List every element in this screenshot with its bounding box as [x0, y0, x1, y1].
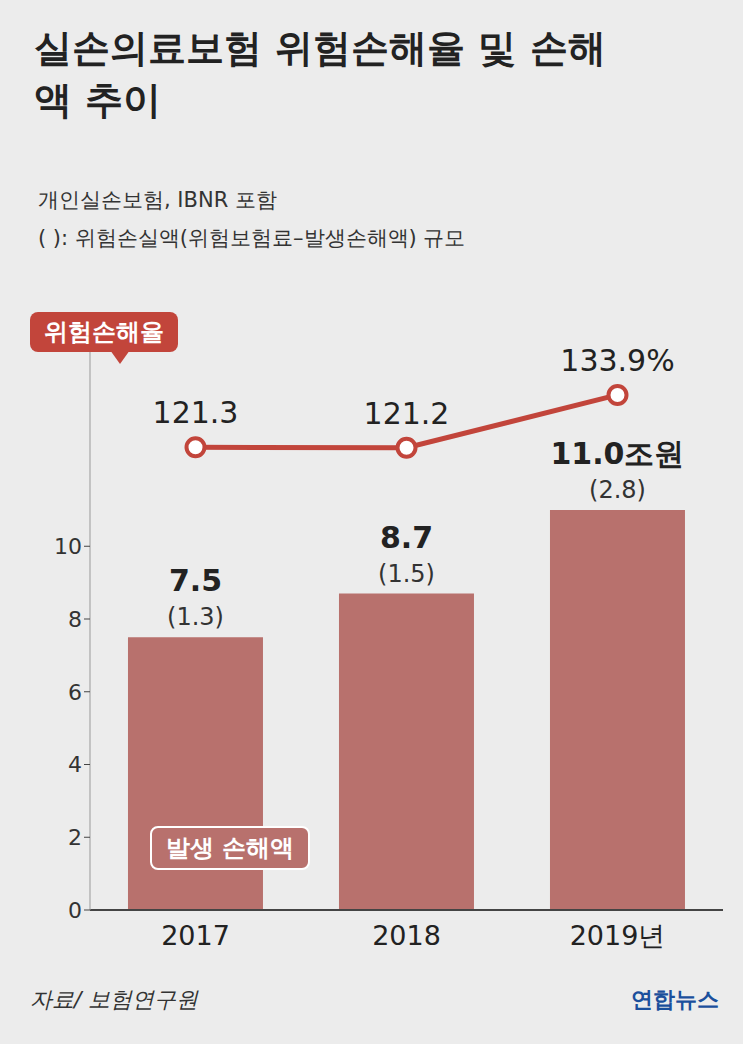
svg-text:(1.3): (1.3)	[167, 603, 224, 631]
svg-text:(1.5): (1.5)	[378, 560, 435, 588]
svg-text:10: 10	[54, 534, 82, 559]
svg-text:8: 8	[68, 607, 82, 632]
svg-text:121.3: 121.3	[153, 395, 239, 430]
svg-text:133.9%: 133.9%	[560, 343, 674, 378]
svg-text:8.7: 8.7	[380, 520, 433, 555]
svg-text:0: 0	[68, 898, 82, 923]
svg-text:2018: 2018	[372, 920, 441, 951]
svg-text:2: 2	[68, 825, 82, 850]
html-text:실손의료보험 위험손해율 및 손해액 추이: 실손의료보험 위험손해율 및 손해액 추이	[34, 26, 606, 122]
html-text:위험손해율: 위험손해율	[44, 318, 164, 346]
html-text:발생 손해액: 발생 손해액	[166, 834, 295, 862]
svg-text:2017: 2017	[161, 920, 230, 951]
html-text:( ): 위험손실액(위험보험료–발생손해액) 규모: ( ): 위험손실액(위험보험료–발생손해액) 규모	[38, 226, 466, 250]
svg-text:2019년: 2019년	[570, 920, 666, 951]
html-text:개인실손보험, IBNR 포함: 개인실손보험, IBNR 포함	[38, 188, 277, 212]
svg-text:121.2: 121.2	[364, 396, 450, 431]
svg-text:(2.8): (2.8)	[589, 476, 646, 504]
svg-text:4: 4	[68, 752, 82, 777]
svg-text:7.5: 7.5	[169, 563, 222, 598]
svg-text:6: 6	[68, 680, 82, 705]
html-text:연합뉴스: 연합뉴스	[631, 987, 719, 1012]
svg-text:11.0조원: 11.0조원	[550, 436, 684, 471]
html-text:자료/ 보험연구원: 자료/ 보험연구원	[30, 987, 199, 1012]
